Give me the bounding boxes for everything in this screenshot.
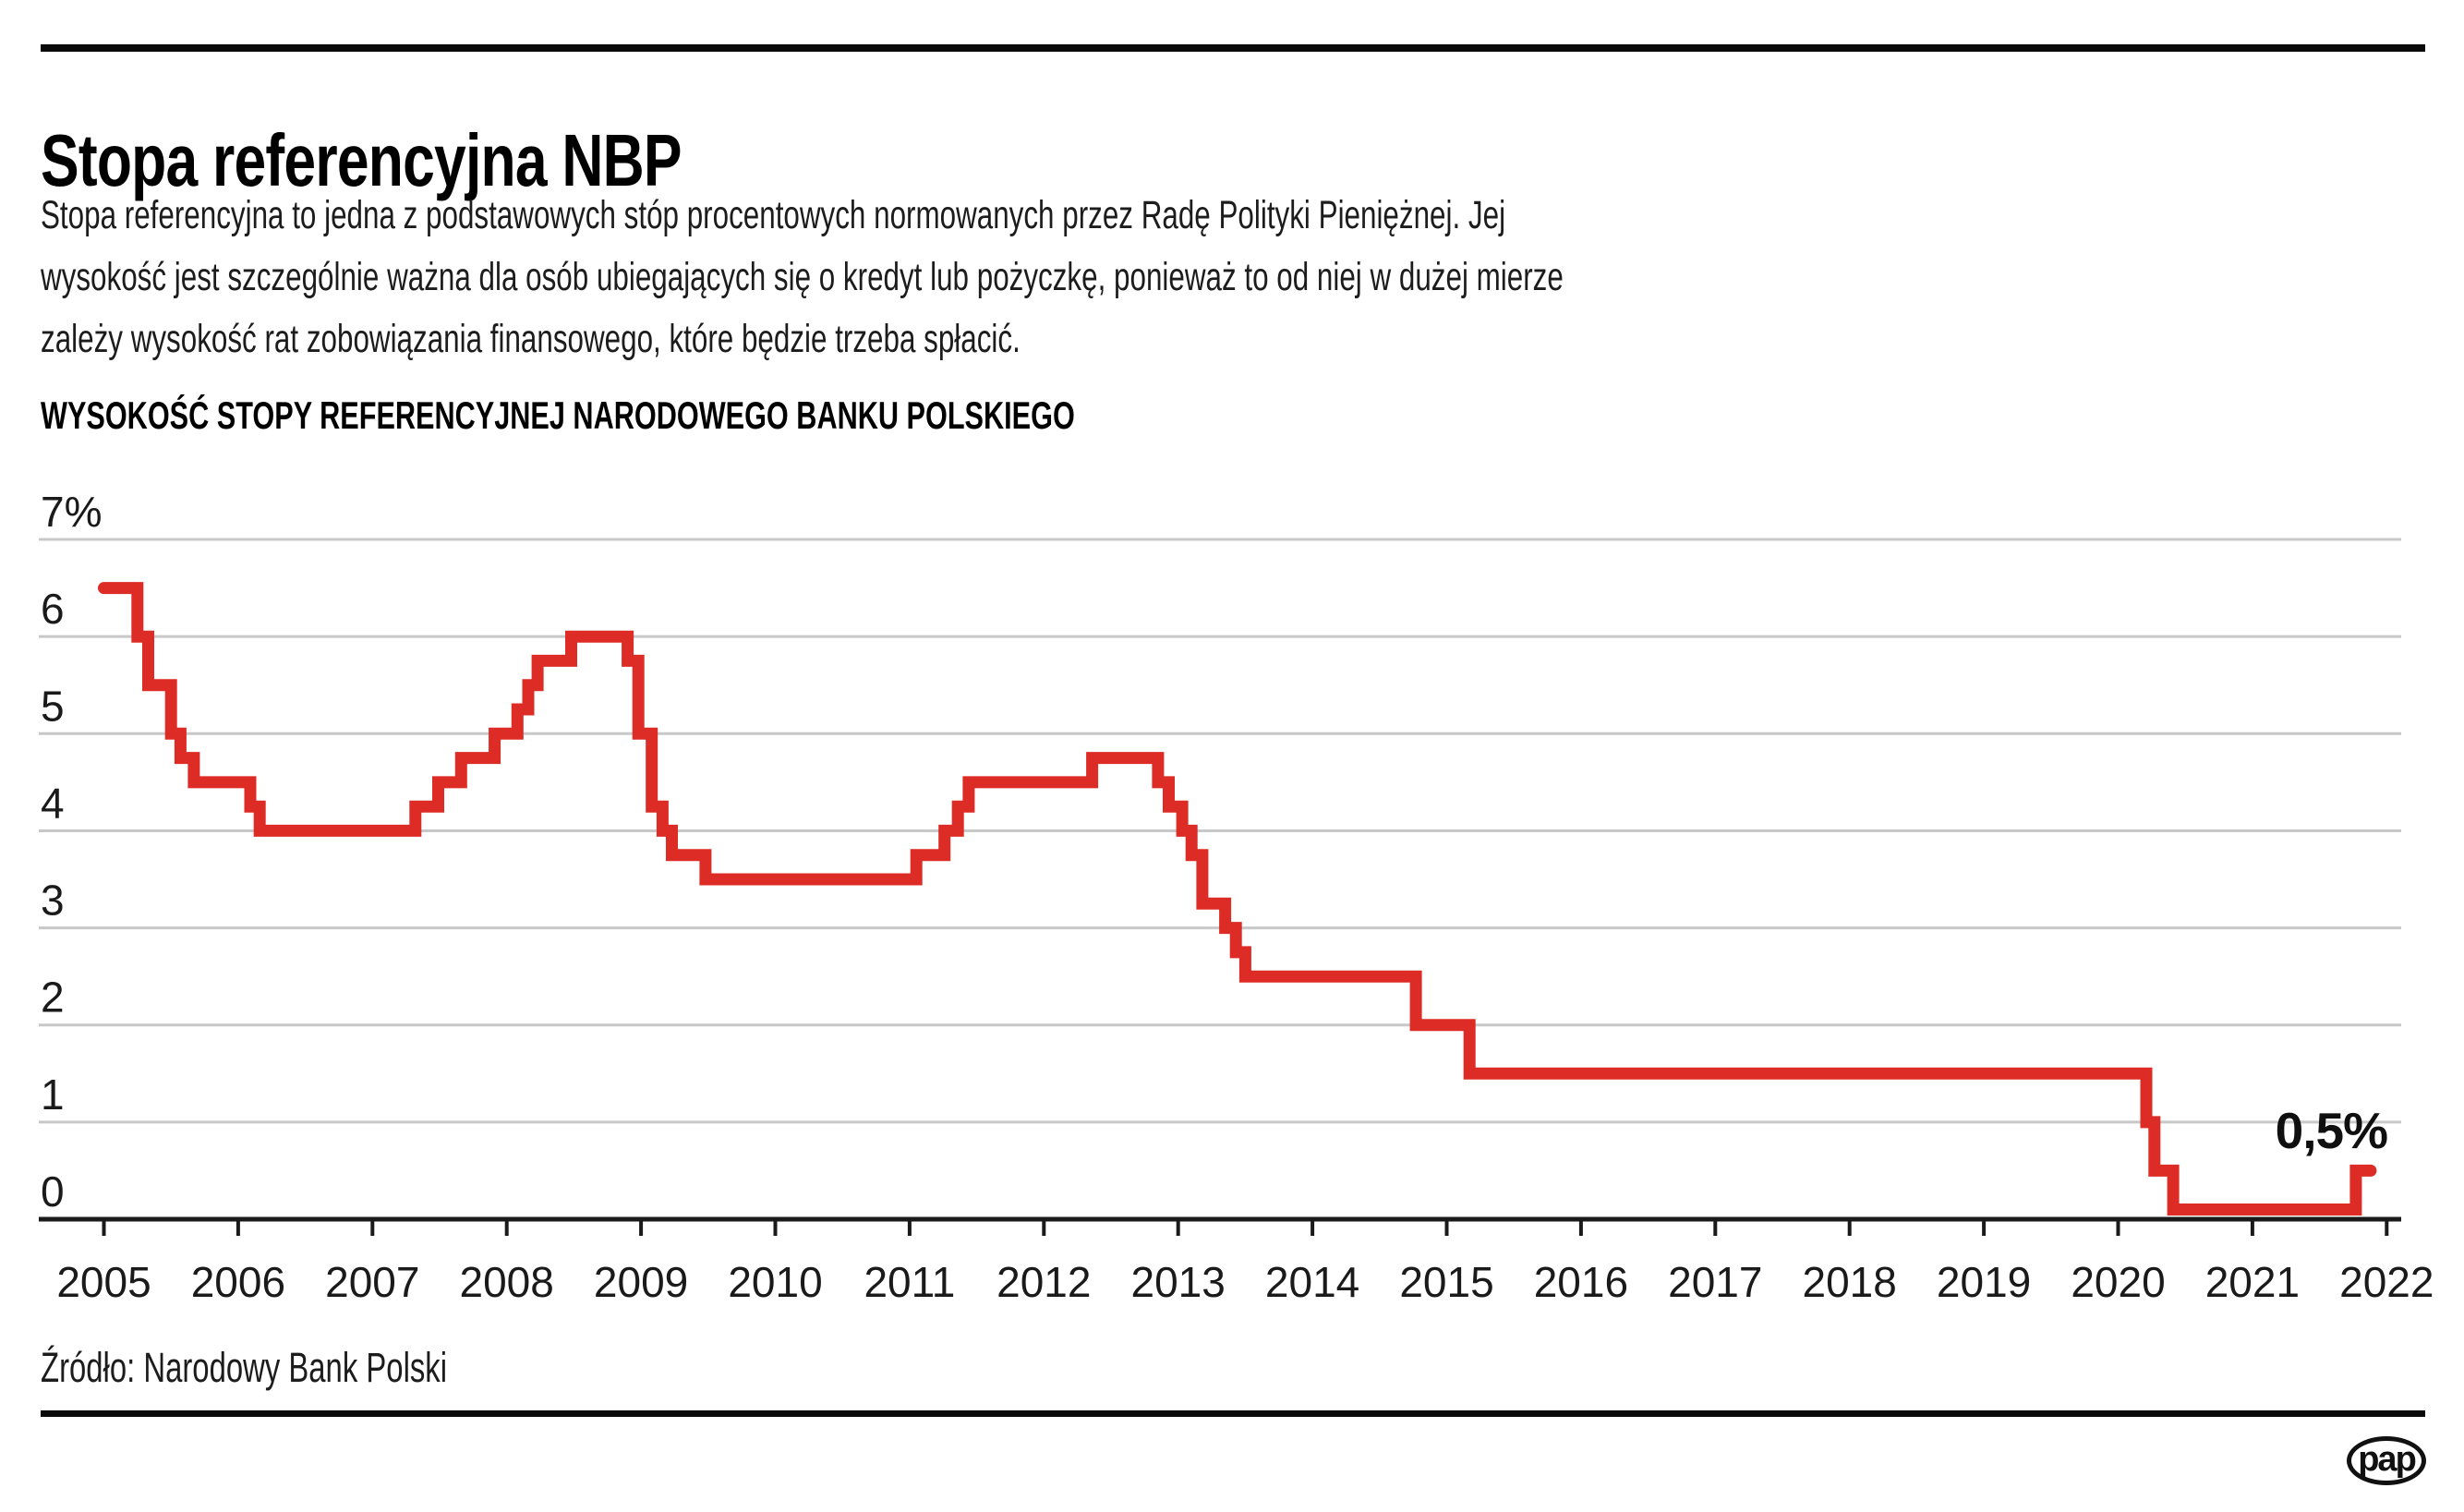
x-tick-label: 2017 <box>1668 1258 1762 1306</box>
x-tick-label: 2016 <box>1534 1258 1628 1306</box>
source-note: Źródło: Narodowy Bank Polski <box>41 1344 448 1391</box>
y-tick-label: 7% <box>41 488 102 536</box>
y-tick-label: 0 <box>41 1167 65 1216</box>
y-tick-label: 6 <box>41 585 65 633</box>
x-tick-label: 2005 <box>56 1258 151 1306</box>
intro-paragraph: Stopa referencyjna to jedna z podstawowy… <box>41 185 1564 370</box>
y-tick-label: 3 <box>41 877 65 925</box>
x-tick-label: 2012 <box>996 1258 1091 1306</box>
chart-heading: WYSOKOŚĆ STOPY REFERENCYJNEJ NARODOWEGO … <box>41 393 1075 437</box>
x-tick-label: 2011 <box>864 1258 955 1306</box>
y-tick-label: 5 <box>41 682 65 730</box>
intro-line: wysokość jest szczególnie ważna dla osób… <box>41 255 1564 299</box>
x-tick-label: 2015 <box>1399 1258 1493 1306</box>
x-tick-label: 2018 <box>1803 1258 1897 1306</box>
page-title: Stopa referencyjna NBP <box>41 118 682 201</box>
x-tick-label: 2009 <box>594 1258 688 1306</box>
x-tick-label: 2020 <box>2071 1258 2165 1306</box>
intro-line: Stopa referencyjna to jedna z podstawowy… <box>41 193 1506 237</box>
pap-logo: pap <box>2347 1436 2426 1485</box>
x-tick-label: 2006 <box>191 1258 285 1306</box>
y-tick-label: 2 <box>41 974 65 1022</box>
x-tick-label: 2013 <box>1131 1258 1226 1306</box>
rate-end-label: 0,5% <box>2275 1102 2388 1159</box>
x-tick-label: 2007 <box>325 1258 419 1306</box>
y-tick-label: 4 <box>41 779 65 827</box>
top-rule <box>41 44 2425 52</box>
y-tick-label: 1 <box>41 1070 65 1119</box>
bottom-rule <box>41 1410 2425 1417</box>
x-tick-label: 2008 <box>460 1258 554 1306</box>
pap-logo-text: pap <box>2358 1439 2417 1479</box>
x-tick-label: 2019 <box>1937 1258 2031 1306</box>
rate-line <box>98 582 2377 1216</box>
x-tick-label: 2010 <box>728 1258 822 1306</box>
intro-line: zależy wysokość rat zobowiązania finanso… <box>41 317 1021 361</box>
x-tick-label: 2022 <box>2339 1258 2434 1306</box>
x-tick-label: 2021 <box>2205 1258 2300 1306</box>
x-tick-label: 2014 <box>1265 1258 1359 1306</box>
